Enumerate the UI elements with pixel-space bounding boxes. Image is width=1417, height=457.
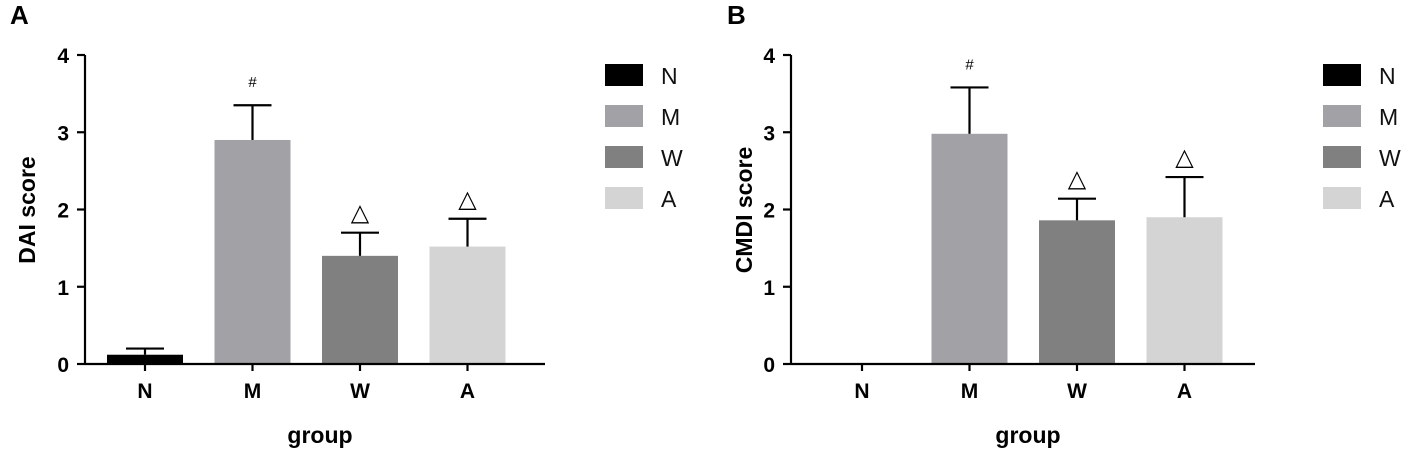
x-tick-label-w: W bbox=[1067, 380, 1087, 403]
legend-swatch-w bbox=[605, 146, 643, 168]
significance-marker-w: △ bbox=[1068, 166, 1087, 193]
bar-a bbox=[429, 246, 506, 364]
legend-label-n: N bbox=[661, 63, 678, 89]
y-tick-label: 1 bbox=[763, 277, 775, 300]
x-axis-title: group bbox=[287, 422, 352, 448]
legend-swatch-n bbox=[1323, 64, 1361, 86]
legend-label-w: W bbox=[1379, 145, 1401, 171]
legend-swatch-m bbox=[605, 105, 643, 127]
y-tick-label: 3 bbox=[57, 122, 69, 145]
legend-label-m: M bbox=[1379, 104, 1398, 130]
legend-swatch-w bbox=[1323, 146, 1361, 168]
significance-marker-w: △ bbox=[351, 200, 370, 227]
x-tick-label-a: A bbox=[1177, 380, 1192, 403]
bar-a bbox=[1146, 217, 1223, 364]
bar-m bbox=[214, 139, 291, 364]
legend-swatch-a bbox=[1323, 187, 1361, 209]
y-axis-title: DAI score bbox=[14, 156, 40, 263]
legend-label-n: N bbox=[1379, 63, 1396, 89]
bar-w bbox=[322, 255, 398, 364]
panel-label: B bbox=[727, 0, 746, 30]
y-tick-label: 4 bbox=[57, 45, 69, 68]
legend-label-a: A bbox=[1379, 186, 1395, 212]
y-tick-label: 3 bbox=[763, 122, 775, 145]
y-tick-label: 0 bbox=[763, 354, 775, 377]
legend-swatch-a bbox=[605, 187, 643, 209]
bar-w bbox=[1039, 220, 1115, 364]
y-tick-label: 4 bbox=[763, 45, 775, 68]
significance-marker-a: △ bbox=[458, 186, 477, 213]
y-tick-label: 1 bbox=[57, 277, 69, 300]
legend-label-m: M bbox=[661, 104, 680, 130]
x-tick-label-a: A bbox=[460, 380, 475, 403]
x-tick-label-n: N bbox=[854, 380, 869, 403]
x-tick-label-m: M bbox=[244, 380, 262, 403]
significance-marker-a: △ bbox=[1175, 144, 1194, 171]
legend-label-w: W bbox=[661, 145, 683, 171]
y-tick-label: 2 bbox=[57, 200, 69, 223]
y-axis-title: CMDI score bbox=[731, 147, 757, 274]
y-tick-label: 2 bbox=[763, 200, 775, 223]
panel-label: A bbox=[10, 0, 29, 30]
bar-n bbox=[107, 354, 183, 364]
significance-marker-m: # bbox=[248, 74, 257, 91]
significance-marker-m: # bbox=[965, 56, 974, 73]
x-tick-label-m: M bbox=[961, 380, 979, 403]
x-tick-label-n: N bbox=[137, 380, 152, 403]
legend-label-a: A bbox=[661, 186, 677, 212]
y-tick-label: 0 bbox=[57, 354, 69, 377]
x-tick-label-w: W bbox=[350, 380, 370, 403]
legend-swatch-m bbox=[1323, 105, 1361, 127]
x-axis-title: group bbox=[995, 422, 1060, 448]
bar-m bbox=[931, 133, 1008, 364]
legend-swatch-n bbox=[605, 64, 643, 86]
